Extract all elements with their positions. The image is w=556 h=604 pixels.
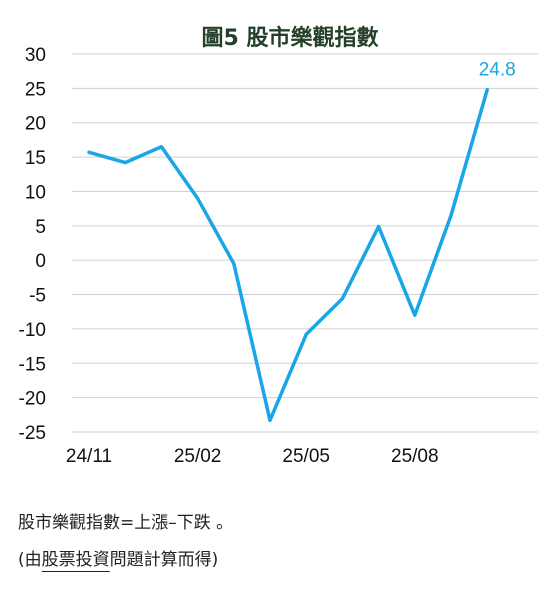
chart-title: 圖5 股市樂觀指數 [202,25,379,51]
source-note: (由股票投資問題計算而得) [18,545,218,570]
formula-note: 股市樂觀指數=上漲–下跌 。 [18,513,234,533]
source-note-prefix: (由 [18,550,42,570]
y-tick-label: 25 [25,79,46,100]
x-tick-label: 25/05 [282,446,330,467]
data-point [340,297,344,301]
y-tick-label: 5 [35,217,46,238]
data-point [377,225,381,229]
y-tick-label: -5 [29,286,46,307]
gridlines [72,53,538,433]
y-tick-label: -10 [19,320,46,341]
y-axis-ticks: 30 25 20 15 10 5 0 -5 -10 -15 -20 -25 [19,45,46,444]
data-point [268,418,272,422]
data-point [304,332,308,336]
y-tick-label: 30 [25,45,46,66]
data-point [87,150,91,154]
data-point [159,145,163,149]
series-line [87,87,489,423]
data-point [449,214,453,218]
x-axis-ticks: 24/11 25/02 25/05 25/08 [66,446,439,467]
data-point [196,196,200,200]
x-tick-label: 24/11 [66,446,112,467]
series-layer [87,87,489,423]
data-label: 24.8 [479,60,516,81]
source-note-underlined: 股票投資 [41,550,110,570]
data-point [123,161,127,165]
data-point [232,262,236,266]
y-tick-label: 20 [25,114,46,135]
data-point [413,313,417,317]
source-note-suffix: 問題計算而得) [109,550,219,570]
y-tick-label: -20 [19,389,46,410]
y-tick-label: 10 [25,182,46,203]
y-tick-label: -15 [19,354,46,375]
x-tick-label: 25/02 [174,446,222,467]
data-labels: 24.8 [479,60,516,81]
data-point [485,88,489,92]
y-tick-label: 15 [25,148,46,169]
x-tick-label: 25/08 [391,446,439,467]
y-tick-label: -25 [19,423,46,444]
y-tick-label: 0 [35,251,46,272]
